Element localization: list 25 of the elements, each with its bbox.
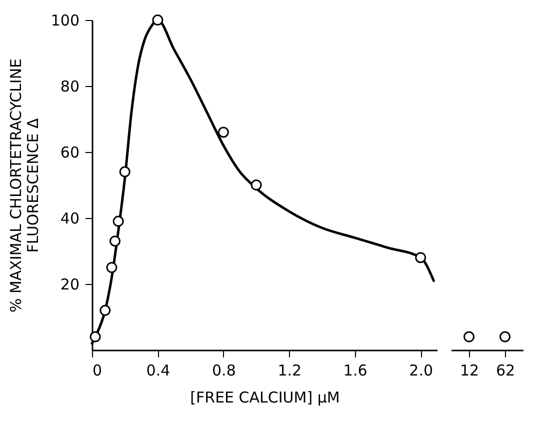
x-axis-title: [FREE CALCIUM] μM (190, 388, 340, 406)
y-tick-label: 60 (60, 144, 80, 162)
point (218, 126, 229, 138)
point (106, 262, 118, 273)
x-tick-label: 0.4 (146, 362, 170, 380)
point (415, 252, 426, 264)
y-axis-title: % MAXIMAL CHLORTETRACYCLINE FLUORESCENCE Δ (6, 58, 42, 313)
x-tick-label: 1.2 (278, 362, 302, 380)
x-tick-label: 62 (496, 362, 516, 380)
y-tick-label: 100 (50, 12, 80, 30)
y-tick-label: 80 (60, 78, 80, 96)
point (110, 236, 120, 247)
point (100, 304, 111, 316)
point (250, 180, 262, 190)
x-tick-label: 12 (460, 362, 480, 380)
point (90, 331, 101, 342)
point (152, 14, 164, 26)
x-tick-label: 1.6 (343, 362, 368, 380)
y-tick-label: 40 (60, 210, 80, 228)
point (119, 166, 130, 178)
x-tick-label: 0.8 (212, 362, 236, 380)
y-tick-label: 20 (60, 276, 80, 294)
x-tick-label: 2.0 (409, 362, 433, 380)
point (112, 216, 124, 227)
x-tick-label: 0 (92, 362, 102, 380)
